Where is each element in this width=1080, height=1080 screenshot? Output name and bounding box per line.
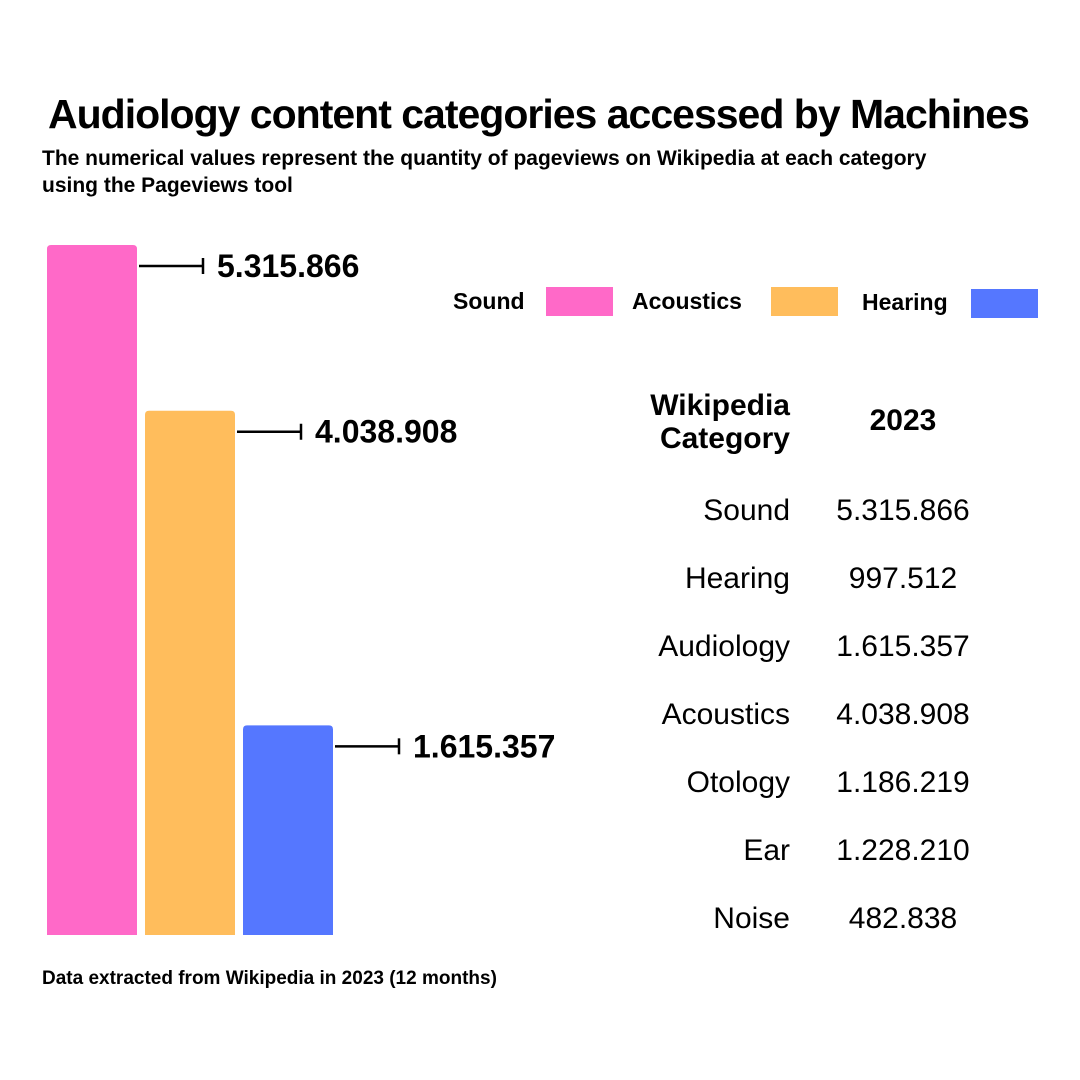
table-cell-value: 1.228.210	[836, 834, 970, 867]
table-cell-category: Acoustics	[661, 698, 790, 731]
table-cell-category: Sound	[703, 494, 790, 527]
chart-subtitle: The numerical values represent the quant…	[42, 147, 927, 197]
legend-swatch-acoustics	[771, 287, 838, 316]
legend-swatch-hearing	[971, 289, 1038, 318]
legend-label-hearing: Hearing	[862, 289, 948, 315]
data-label-acoustics: 4.038.908	[315, 414, 457, 450]
table-cell-value: 997.512	[848, 562, 958, 595]
legend-label-acoustics: Acoustics	[632, 288, 742, 314]
table-cell-category: Audiology	[658, 630, 790, 663]
table-cell-category: Hearing	[684, 562, 790, 595]
table-cell-value: 4.038.908	[836, 698, 970, 731]
table-cell-value: 5.315.866	[836, 494, 970, 527]
footer-note: Data extracted from Wikipedia in 2023 (1…	[42, 968, 497, 989]
data-label-sound: 5.315.866	[217, 248, 359, 284]
data-label-hearing: 1.615.357	[413, 728, 555, 764]
bar-acoustics	[145, 410, 235, 936]
bar-sound	[47, 245, 137, 935]
table-cell-category: Ear	[743, 834, 790, 867]
table-cell-value: 1.615.357	[836, 630, 970, 663]
table-cell-category: Otology	[686, 766, 790, 799]
table-header-year: 2023	[869, 404, 937, 437]
table-cell-category: Noise	[713, 902, 790, 935]
table-cell-value: 482.838	[848, 902, 958, 935]
legend-swatch-sound	[546, 287, 613, 316]
table-cell-value: 1.186.219	[836, 766, 970, 799]
chart-title: Audiology content categories accessed by…	[48, 91, 1030, 137]
bar-hearing	[243, 725, 333, 935]
legend-label-sound: Sound	[453, 288, 525, 314]
table-header-category: Wikipedia Category	[650, 389, 790, 455]
